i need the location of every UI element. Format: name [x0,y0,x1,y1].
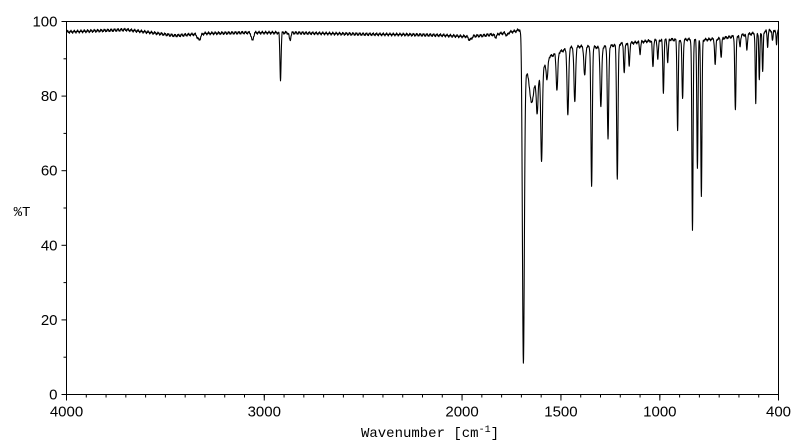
y-tick-label: 40 [41,237,58,254]
y-tick-label: 100 [32,14,57,31]
y-axis-title: %T [14,205,31,221]
y-tick-label: 80 [41,88,58,105]
y-tick-label: 0 [49,387,57,404]
spectrum-line [65,27,779,364]
x-axis-title: Wavenumber [cm-1] [361,425,499,441]
y-axis: 0 20 40 60 80 100 [32,14,67,404]
x-tick-label: 1000 [643,404,676,421]
y-tick-label: 20 [41,312,58,329]
x-axis-title-close: ] [491,426,499,441]
x-tick-label: 3000 [248,404,281,421]
x-axis: 4000 3000 2000 1500 1000 400 [50,394,791,421]
x-axis-title-text: Wavenumber [cm [361,426,479,441]
x-tick-label: 4000 [50,404,83,421]
x-tick-label: 2000 [445,404,478,421]
x-tick-label: 400 [766,404,791,421]
x-tick-label: 1500 [544,404,577,421]
plot-frame [66,21,779,395]
y-tick-label: 60 [41,163,58,180]
x-axis-title-sup: -1 [479,425,491,436]
